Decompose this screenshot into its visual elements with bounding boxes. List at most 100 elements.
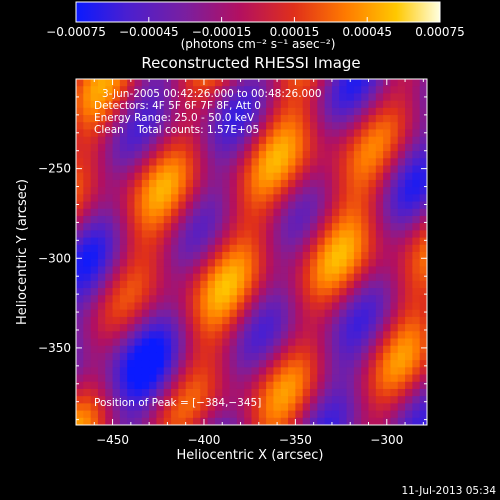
heatmap-cell [331,381,340,390]
heatmap-cell [229,396,238,404]
heatmap-cell [97,403,106,412]
heatmap-cell [412,388,421,397]
heatmap-cell [280,324,289,332]
heatmap-cell [171,237,179,246]
heatmap-cell [76,79,84,87]
heatmap-cell [83,403,92,412]
heatmap-cell [405,223,413,231]
heatmap-cell [119,201,128,210]
heatmap-cell [412,107,421,116]
heatmap-cell [193,266,201,275]
heatmap-cell [273,360,282,368]
heatmap-cell [236,324,245,332]
heatmap-cell [361,360,369,368]
heatmap-cell [97,223,106,231]
heatmap-cell [112,93,121,102]
heatmap-cell [383,93,391,102]
heatmap-cell [200,273,209,282]
heatmap-cell [83,136,92,145]
heatmap-cell [375,331,384,339]
heatmap-cell [134,86,143,94]
heatmap-cell [105,244,114,253]
heatmap-cell [266,324,274,332]
heatmap-cell [405,360,413,368]
heatmap-cell [200,100,209,109]
heatmap-cell [149,100,157,109]
heatmap-cell [361,93,369,102]
heatmap-cell [310,223,318,231]
heatmap-cell [251,252,260,260]
heatmap-cell [97,352,106,361]
heatmap-cell [214,266,223,275]
heatmap-cell [405,208,413,217]
heatmap-cell [383,381,391,390]
heatmap-cell [317,86,326,94]
heatmap-cell [112,230,121,239]
heatmap-cell [185,410,194,419]
heatmap-cell [317,388,326,397]
heatmap-cell [105,93,114,102]
heatmap-cell [310,201,318,210]
heatmap-cell [280,107,289,116]
heatmap-cell [207,396,216,404]
heatmap-cell [390,280,399,289]
heatmap-cell [412,396,421,404]
heatmap-cell [288,208,296,217]
heatmap-cell [90,208,99,217]
heatmap-cell [222,107,231,116]
heatmap-cell [193,352,201,361]
heatmap-cell [368,316,377,325]
heatmap-cell [178,201,187,210]
heatmap-cell [171,309,179,318]
heatmap-cell [97,165,106,174]
heatmap-cell [317,338,326,347]
heatmap-cell [251,244,260,253]
heatmap-cell [288,266,296,275]
heatmap-cell [141,129,150,138]
heatmap-cell [141,259,150,267]
heatmap-cell [214,396,223,404]
heatmap-cell [185,345,194,354]
heatmap-cell [375,237,384,246]
heatmap-cell [266,100,274,109]
heatmap-cell [251,345,260,354]
heatmap-cell [156,143,165,152]
heatmap-cell [266,93,274,102]
heatmap-cell [229,129,238,138]
heatmap-cell [83,223,92,231]
heatmap-cell [185,208,194,217]
heatmap-cell [229,143,238,152]
heatmap-cell [193,79,201,87]
heatmap-cell [200,396,209,404]
heatmap-cell [353,259,362,267]
heatmap-cell [302,388,311,397]
heatmap-cell [331,388,340,397]
heatmap-cell [244,115,252,123]
heatmap-cell [353,129,362,138]
heatmap-cell [353,100,362,109]
heatmap-cell [280,309,289,318]
heatmap-cell [324,93,333,102]
heatmap-cell [412,172,421,181]
heatmap-cell [134,295,143,303]
heatmap-cell [361,115,369,123]
heatmap-cell [83,302,92,311]
heatmap-cell [412,143,421,152]
heatmap-cell [375,201,384,210]
heatmap-cell [397,244,406,253]
annotation-energy-range: Energy Range: 25.0 - 50.0 keV [94,112,255,124]
heatmap-cell [163,259,172,267]
heatmap-cell [149,280,157,289]
heatmap-cell [419,107,427,116]
heatmap-cell [141,338,150,347]
heatmap-cell [295,302,304,311]
heatmap-cell [119,252,128,260]
heatmap-cell [310,403,318,412]
heatmap-cell [127,324,135,332]
heatmap-cell [90,122,99,130]
heatmap-cell [346,352,355,361]
heatmap-cell [258,208,267,217]
heatmap-cell [105,201,114,210]
heatmap-cell [397,374,406,383]
heatmap-cell [76,194,84,203]
